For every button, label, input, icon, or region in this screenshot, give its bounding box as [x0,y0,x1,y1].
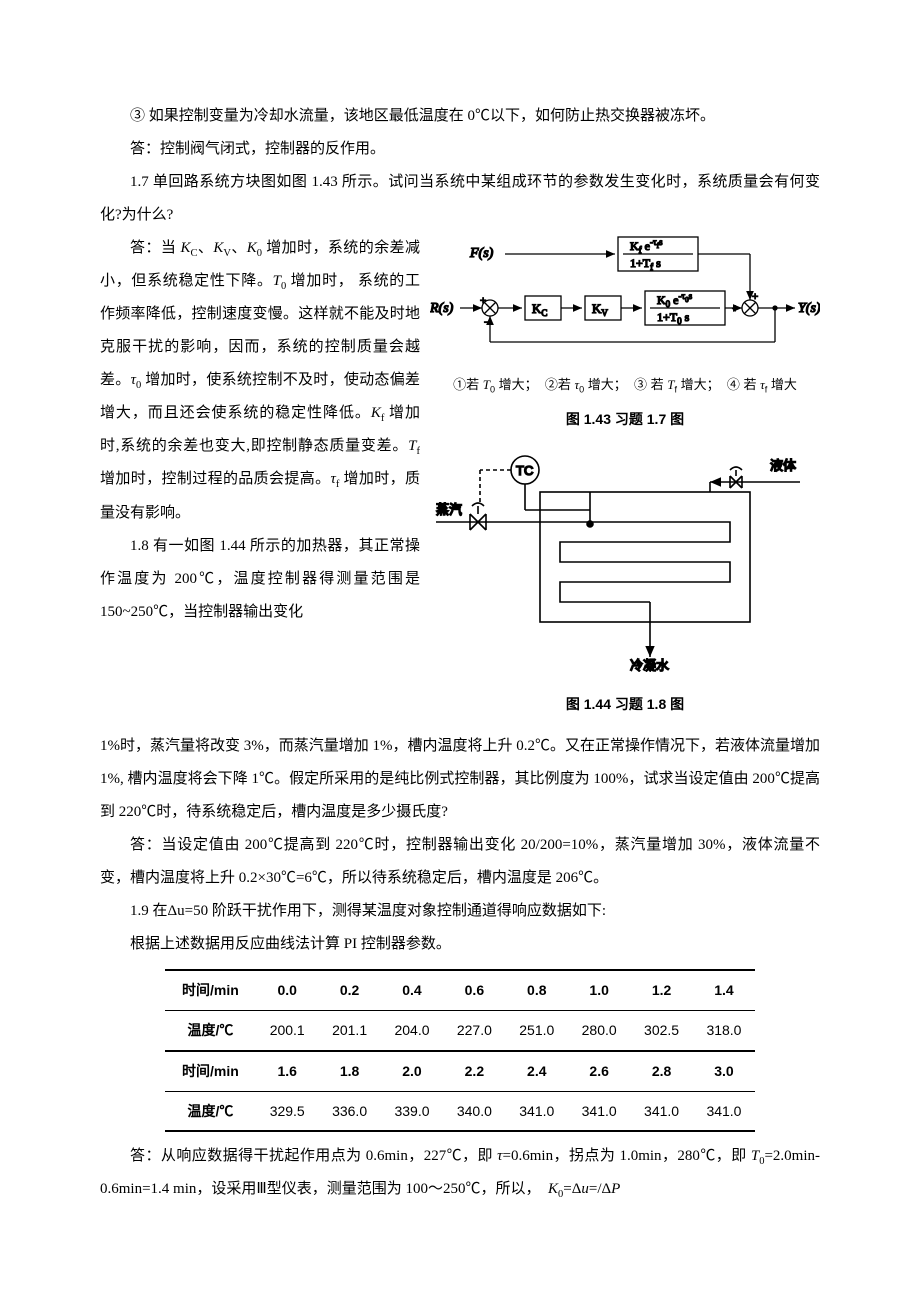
answer-1-9: 答：从响应数据得干扰起作用点为 0.6min，227℃，即 τ=0.6min，拐… [100,1140,820,1206]
svg-text:+: + [480,295,486,307]
svg-text:Kf e-τfs: Kf e-τfs [630,237,663,255]
problem-1-7: 1.7 单回路系统方块图如图 1.43 所示。试问当系统中某组成环节的参数发生变… [100,166,820,232]
answer-1-8: 答：当设定值由 200℃提高到 220℃时，控制器输出变化 20/200=10%… [100,829,820,895]
question-3: ③ 如果控制变量为冷却水流量，该地区最低温度在 0℃以下，如何防止热交换器被冻坏… [100,100,820,133]
svg-text:液体: 液体 [770,458,796,473]
svg-text:R(s): R(s) [430,301,454,316]
svg-text:+: + [752,291,758,303]
figure-1-43-block-diagram: F(s) Kf e-τfs 1+Tf s R(s) + − KC [430,232,820,352]
figure-1-43-caption: 图 1.43 习题 1.7 图 [430,404,820,435]
svg-text:蒸汽: 蒸汽 [436,502,462,517]
svg-text:1+Tf s: 1+Tf s [630,256,661,272]
svg-text:+: + [732,303,738,315]
svg-text:冷凝水: 冷凝水 [630,658,669,672]
svg-text:1+T0 s: 1+T0 s [657,310,690,326]
figure-1-43-conditions: ①若 T0 增大； ②若 τ0 增大； ③ 若 Tf 增大； ④ 若 τf 增大 [430,371,820,400]
svg-text:K0 e-τ0s: K0 e-τ0s [657,291,693,309]
answer-3: 答：控制阀气闭式，控制器的反作用。 [100,133,820,166]
figure-1-44-heater: 液体 TC 蒸汽 [430,442,820,672]
svg-text:KV: KV [592,301,608,318]
response-data-table: 时间/min 0.00.20.40.6 0.81.01.21.4 温度/℃ 20… [165,969,755,1132]
problem-1-9b: 根据上述数据用反应曲线法计算 PI 控制器参数。 [100,928,820,961]
svg-text:F(s): F(s) [469,246,494,261]
problem-1-9a: 1.9 在Δu=50 阶跃干扰作用下，测得某温度对象控制通道得响应数据如下: [100,895,820,928]
svg-text:KC: KC [532,301,547,318]
svg-text:TC: TC [516,463,533,478]
svg-text:Y(s): Y(s) [798,301,820,316]
figure-1-44-caption: 图 1.44 习题 1.8 图 [430,689,820,720]
problem-1-8b: 1%时，蒸汽量将改变 3%，而蒸汽量增加 1%，槽内温度将上升 0.2℃。又在正… [100,730,820,829]
